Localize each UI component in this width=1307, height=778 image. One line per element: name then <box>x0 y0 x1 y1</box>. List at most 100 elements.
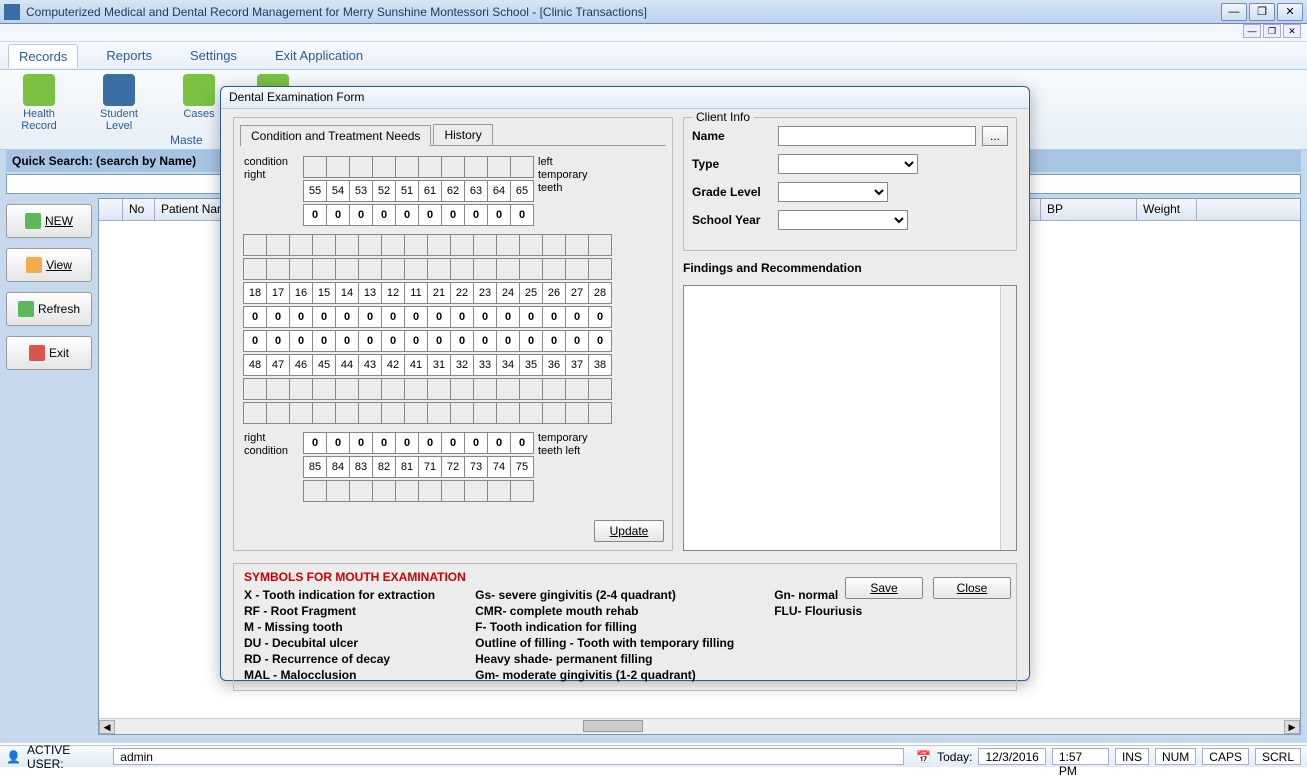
tooth-cell[interactable]: 0 <box>542 330 566 352</box>
tab-condition[interactable]: Condition and Treatment Needs <box>240 125 431 146</box>
tooth-cell[interactable]: 65 <box>510 180 534 202</box>
tooth-cell[interactable] <box>312 378 336 400</box>
tooth-cell[interactable]: 0 <box>473 306 497 328</box>
tooth-cell[interactable]: 0 <box>395 432 419 454</box>
tooth-cell[interactable]: 15 <box>312 282 336 304</box>
tooth-cell[interactable]: 0 <box>473 330 497 352</box>
tooth-cell[interactable] <box>358 234 382 256</box>
tooth-cell[interactable] <box>450 402 474 424</box>
tooth-cell[interactable] <box>326 480 350 502</box>
tooth-cell[interactable]: 13 <box>358 282 382 304</box>
tooth-cell[interactable]: 0 <box>335 306 359 328</box>
tooth-cell[interactable] <box>464 480 488 502</box>
tooth-cell[interactable] <box>372 156 396 178</box>
tooth-cell[interactable] <box>266 234 290 256</box>
ribbon-student-level[interactable]: Student Level <box>88 74 150 132</box>
tooth-cell[interactable] <box>358 402 382 424</box>
tooth-cell[interactable]: 82 <box>372 456 396 478</box>
tooth-cell[interactable] <box>542 258 566 280</box>
tooth-cell[interactable] <box>243 378 267 400</box>
tooth-cell[interactable] <box>381 234 405 256</box>
refresh-button[interactable]: Refresh <box>6 292 92 326</box>
tooth-cell[interactable]: 45 <box>312 354 336 376</box>
tooth-cell[interactable] <box>473 258 497 280</box>
tooth-cell[interactable]: 0 <box>464 432 488 454</box>
tooth-cell[interactable]: 47 <box>266 354 290 376</box>
tooth-cell[interactable]: 64 <box>487 180 511 202</box>
tooth-cell[interactable] <box>510 480 534 502</box>
tooth-cell[interactable]: 48 <box>243 354 267 376</box>
tooth-cell[interactable]: 0 <box>588 330 612 352</box>
tooth-cell[interactable] <box>326 156 350 178</box>
tooth-cell[interactable]: 37 <box>565 354 589 376</box>
tooth-cell[interactable]: 0 <box>441 204 465 226</box>
tooth-cell[interactable]: 28 <box>588 282 612 304</box>
tooth-cell[interactable] <box>496 258 520 280</box>
tooth-cell[interactable]: 23 <box>473 282 497 304</box>
tooth-cell[interactable]: 26 <box>542 282 566 304</box>
menu-settings[interactable]: Settings <box>180 44 247 67</box>
year-select[interactable] <box>778 210 908 230</box>
tooth-cell[interactable]: 0 <box>372 432 396 454</box>
tooth-cell[interactable]: 74 <box>487 456 511 478</box>
tooth-cell[interactable] <box>395 480 419 502</box>
menu-reports[interactable]: Reports <box>96 44 162 67</box>
mdi-restore[interactable]: ❐ <box>1263 24 1281 38</box>
tooth-cell[interactable] <box>588 258 612 280</box>
grid-col-0[interactable] <box>99 199 123 220</box>
horizontal-scrollbar[interactable]: ◀ ▶ <box>99 718 1300 734</box>
tooth-cell[interactable]: 0 <box>418 432 442 454</box>
tooth-cell[interactable]: 0 <box>464 204 488 226</box>
tooth-cell[interactable] <box>289 234 313 256</box>
tooth-cell[interactable] <box>335 234 359 256</box>
tooth-cell[interactable]: 0 <box>487 432 511 454</box>
tooth-cell[interactable]: 0 <box>542 306 566 328</box>
tooth-cell[interactable] <box>441 156 465 178</box>
tooth-cell[interactable]: 0 <box>427 306 451 328</box>
tooth-cell[interactable]: 16 <box>289 282 313 304</box>
tooth-cell[interactable]: 43 <box>358 354 382 376</box>
tooth-cell[interactable] <box>335 258 359 280</box>
tooth-cell[interactable]: 0 <box>326 432 350 454</box>
tooth-cell[interactable]: 0 <box>487 204 511 226</box>
tooth-cell[interactable] <box>450 258 474 280</box>
scroll-right-arrow[interactable]: ▶ <box>1284 720 1300 734</box>
tooth-cell[interactable] <box>312 402 336 424</box>
tooth-cell[interactable]: 41 <box>404 354 428 376</box>
tooth-cell[interactable]: 0 <box>510 432 534 454</box>
tooth-cell[interactable] <box>418 480 442 502</box>
tooth-cell[interactable]: 52 <box>372 180 396 202</box>
tooth-cell[interactable]: 0 <box>266 330 290 352</box>
tooth-cell[interactable]: 0 <box>427 330 451 352</box>
tooth-cell[interactable]: 14 <box>335 282 359 304</box>
view-button[interactable]: View <box>6 248 92 282</box>
tooth-cell[interactable]: 21 <box>427 282 451 304</box>
tab-history[interactable]: History <box>433 124 492 145</box>
tooth-cell[interactable]: 63 <box>464 180 488 202</box>
tooth-cell[interactable]: 0 <box>289 306 313 328</box>
tooth-cell[interactable]: 33 <box>473 354 497 376</box>
tooth-cell[interactable]: 0 <box>312 330 336 352</box>
tooth-cell[interactable] <box>427 402 451 424</box>
tooth-cell[interactable]: 24 <box>496 282 520 304</box>
tooth-cell[interactable] <box>487 480 511 502</box>
tooth-cell[interactable] <box>510 156 534 178</box>
tooth-cell[interactable]: 25 <box>519 282 543 304</box>
tooth-cell[interactable]: 0 <box>372 204 396 226</box>
tooth-cell[interactable]: 0 <box>303 432 327 454</box>
tooth-cell[interactable]: 62 <box>441 180 465 202</box>
grade-select[interactable] <box>778 182 888 202</box>
tooth-cell[interactable] <box>487 156 511 178</box>
tooth-cell[interactable] <box>565 402 589 424</box>
tooth-cell[interactable] <box>473 378 497 400</box>
tooth-cell[interactable]: 0 <box>450 330 474 352</box>
tooth-cell[interactable]: 42 <box>381 354 405 376</box>
tooth-cell[interactable]: 0 <box>381 330 405 352</box>
tooth-cell[interactable] <box>588 402 612 424</box>
tooth-cell[interactable]: 0 <box>510 204 534 226</box>
tooth-cell[interactable] <box>588 234 612 256</box>
tooth-cell[interactable] <box>565 378 589 400</box>
tooth-cell[interactable]: 18 <box>243 282 267 304</box>
tooth-cell[interactable] <box>542 378 566 400</box>
tooth-cell[interactable] <box>496 402 520 424</box>
